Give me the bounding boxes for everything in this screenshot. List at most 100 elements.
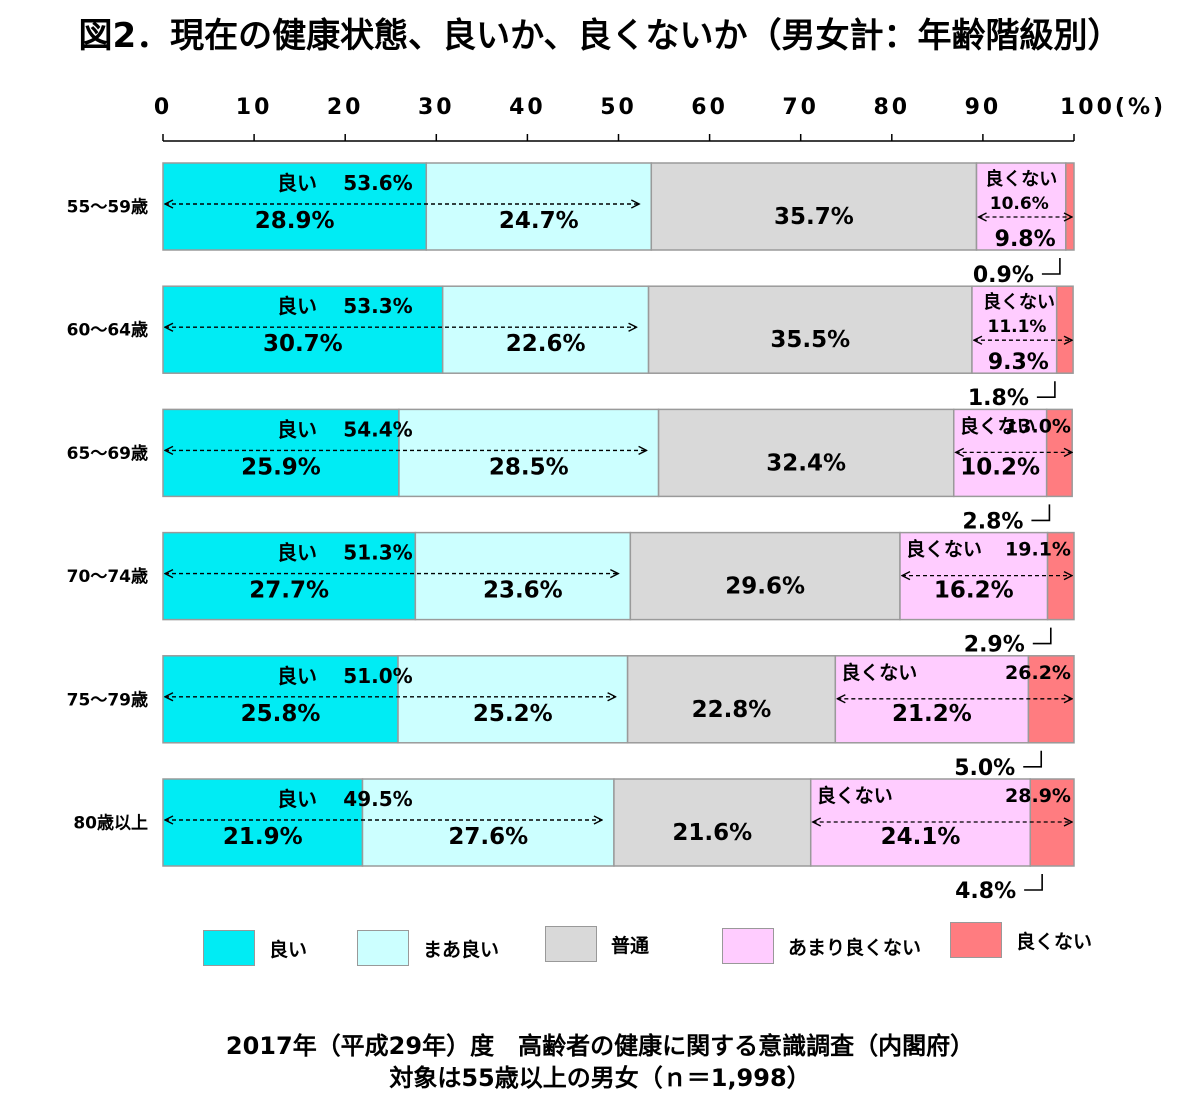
segment-value-label: 30.7% [263, 331, 343, 357]
segment-value-label: 24.1% [881, 824, 961, 850]
legend-item-not-very-good: あまり良くない [722, 928, 921, 964]
segment-value-label: 22.8% [692, 697, 772, 723]
last-segment-value-label: 1.8% [968, 386, 1029, 411]
segment-value-label: 24.7% [499, 208, 579, 234]
bar-segment [397, 655, 629, 744]
segment-value-label: 25.8% [241, 701, 321, 727]
category-label: 60～64歳 [67, 320, 148, 341]
not-good-total-label: 11.1% [987, 317, 1046, 337]
segment-value-label: 27.6% [448, 824, 528, 850]
chart-title: 図2．現在の健康状態、良いか、良くないか（男女計：年齢階級別） [78, 16, 1122, 56]
legend-swatch-not-very-good [722, 928, 774, 964]
axis-tick-label: 70 [782, 95, 819, 120]
segment-value-label: 9.8% [995, 227, 1056, 252]
source-line-2: 対象は55歳以上の男女（ｎ＝1,998） [389, 1064, 811, 1092]
legend-item-not-good: 良くない [950, 922, 1092, 958]
segment-value-label: 25.2% [473, 701, 553, 727]
axis-tick-label: 30 [418, 95, 455, 120]
good-total-name: 良い [277, 171, 317, 195]
legend-label-fairly-good: まあ良い [423, 938, 500, 961]
bar-row: 60～64歳 30.7% 22.6% 35.5% 良い 53.3% 良くない 11.1% 9.3… [67, 285, 1074, 411]
bar-segment [441, 285, 650, 374]
legend-item-fairly-good: まあ良い [357, 930, 499, 966]
good-total-label: 51.0% [343, 664, 412, 688]
not-good-total-name: 良くない [841, 661, 917, 684]
segment-value-label: 25.9% [241, 454, 321, 480]
axis-tick-label: 10 [236, 95, 273, 120]
segment-value-label: 29.6% [725, 574, 805, 600]
bar-segment [398, 408, 660, 498]
axis-tick-label: 50 [600, 95, 637, 120]
last-segment-callout-line [1024, 874, 1043, 891]
bar-segment [425, 162, 653, 251]
bar-segment [971, 285, 1058, 374]
bar-segment [647, 285, 973, 374]
segment-value-label: 28.9% [255, 208, 335, 234]
legend-label-not-very-good: あまり良くない [788, 936, 922, 959]
not-good-total-name: 良くない [985, 168, 1057, 190]
segment-value-label: 35.7% [774, 204, 854, 230]
good-total-label: 54.4% [343, 417, 412, 441]
bar-segment [162, 778, 364, 867]
not-good-total-label: 28.9% [1005, 785, 1071, 807]
axis-tick-label: 100(%) [1060, 95, 1166, 120]
bar-segment [414, 531, 632, 621]
source-line-1: 2017年（平成29年）度 高齢者の健康に関する意識調査（内閣府） [225, 1032, 975, 1060]
legend-label-average: 普通 [611, 934, 650, 957]
legend: 良い まあ良い 普通 あまり良くない 良くない [0, 922, 1200, 972]
axis-tick-label: 80 [873, 95, 910, 120]
not-good-total-label: 10.6% [990, 194, 1049, 214]
not-good-total-label: 19.1% [1005, 539, 1071, 561]
not-good-total-name: 良くない [906, 538, 982, 561]
not-good-total-label: 13.0% [1005, 415, 1071, 437]
category-label: 80歳以上 [73, 813, 148, 834]
segment-value-label: 35.5% [770, 327, 850, 353]
good-total-label: 53.3% [343, 294, 412, 318]
category-label: 75～79歳 [67, 689, 148, 710]
segment-value-label: 9.3% [988, 350, 1049, 375]
bar-row: 55～59歳 28.9% 24.7% 35.7% 良い 53.6% 良くない 10.6% 9.8… [67, 162, 1075, 288]
good-total-label: 53.6% [343, 171, 412, 195]
bar-segment [650, 162, 978, 251]
axis-tick-label: 20 [327, 95, 364, 120]
last-segment-callout-line [1041, 258, 1061, 275]
not-good-total-name: 良くない [817, 784, 893, 807]
axis-tick-label: 40 [509, 95, 546, 120]
good-total-label: 51.3% [343, 541, 412, 565]
bar-rows: 55～59歳 28.9% 24.7% 35.7% 良い 53.6% 良くない 10.6% 9.8… [67, 162, 1075, 904]
bar-segment [626, 655, 837, 744]
segment-value-label: 23.6% [483, 578, 563, 604]
last-segment-callout-line [1031, 504, 1051, 522]
last-segment-callout-line [1023, 750, 1043, 768]
legend-swatch-good [203, 930, 255, 966]
segment-value-label: 32.4% [766, 450, 846, 476]
legend-label-not-good: 良くない [1016, 930, 1093, 953]
bar-row: 80歳以上 21.9% 27.6% 21.6% 良い 49.5% 良くない 28.9% 24.1… [73, 778, 1075, 904]
segment-value-label: 27.7% [249, 578, 329, 604]
percent-axis: 0 10 20 30 40 50 60 70 80 90 100(%) [154, 95, 1166, 142]
bar-row: 70～74歳 27.7% 23.6% 29.6% 良い 51.3% 良くない 19.1% 16.… [67, 531, 1075, 658]
axis-tick-label: 60 [691, 95, 728, 120]
good-total-name: 良い [277, 664, 317, 688]
last-segment-callout-line [1036, 381, 1056, 399]
legend-label-good: 良い [269, 938, 308, 961]
good-total-name: 良い [277, 417, 317, 441]
segment-value-label: 22.6% [506, 331, 586, 357]
not-good-total-name: 良くない [983, 291, 1055, 313]
good-total-name: 良い [277, 787, 317, 811]
last-segment-value-label: 2.9% [964, 633, 1025, 658]
good-total-name: 良い [277, 294, 317, 318]
bar-segment [1065, 162, 1075, 251]
last-segment-callout-line [1032, 627, 1052, 645]
category-label: 70～74歳 [67, 566, 148, 587]
legend-item-good: 良い [203, 930, 307, 966]
not-good-total-name: 良くない [960, 414, 1036, 437]
segment-value-label: 16.2% [934, 578, 1014, 604]
segment-value-label: 21.6% [672, 820, 752, 846]
bar-segment [1055, 285, 1074, 374]
bar-segment [629, 531, 901, 621]
source-note: 2017年（平成29年）度 高齢者の健康に関する意識調査（内閣府） 対象は55歳… [0, 1030, 1200, 1094]
not-good-total-label: 26.2% [1005, 662, 1071, 684]
